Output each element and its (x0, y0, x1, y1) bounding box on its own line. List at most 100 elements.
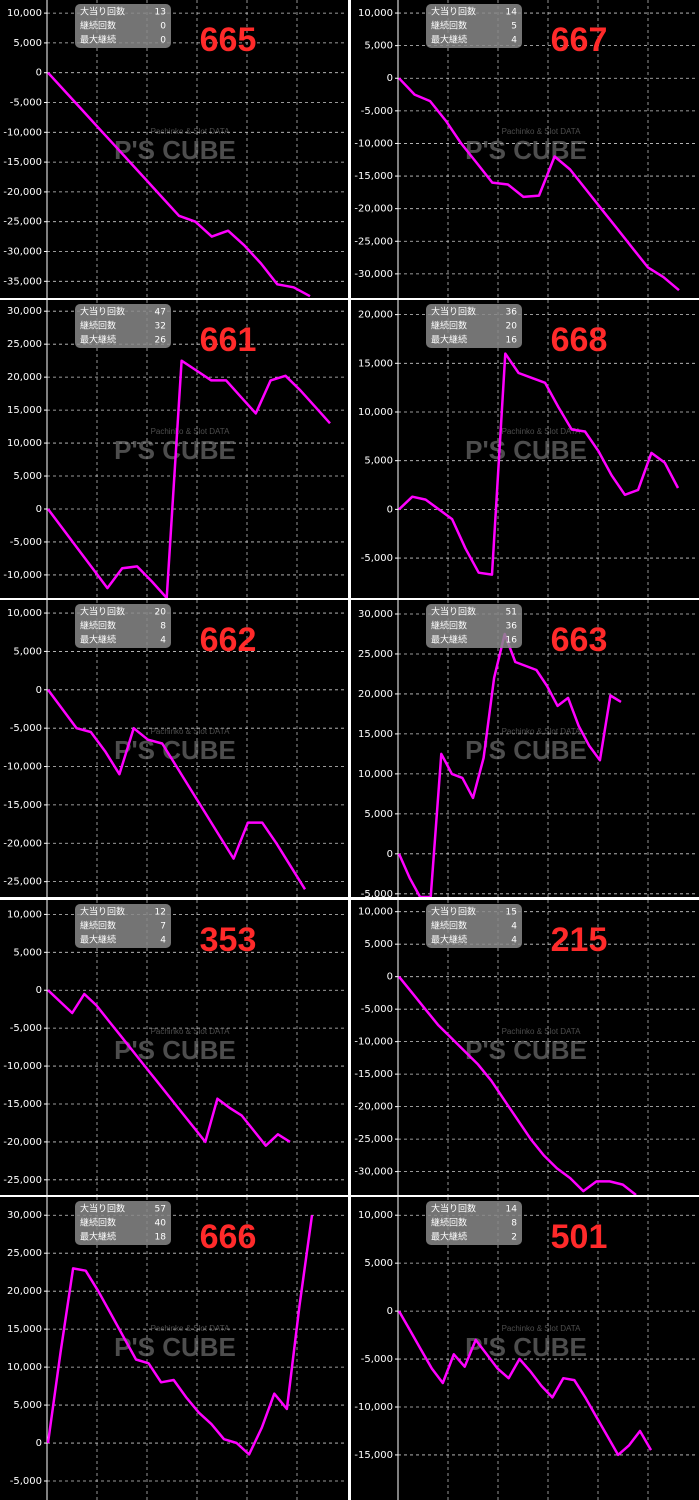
stat-value: 14 (506, 1205, 518, 1215)
y-tick-label: 20,000 (7, 372, 42, 383)
y-tick-label: -5,000 (10, 537, 42, 548)
y-tick-label: 5,000 (13, 38, 42, 49)
y-tick-label: 5,000 (364, 809, 393, 820)
watermark-brand: P'S CUBE (465, 1035, 587, 1065)
chart-title: 668 (551, 321, 608, 359)
y-tick-label: -10,000 (3, 127, 42, 138)
stat-label: 大当り回数 (80, 606, 125, 618)
stat-label: 最大継続 (80, 934, 116, 946)
panel-bg (0, 0, 348, 298)
stat-value: 0 (160, 22, 166, 32)
stat-value: 4 (160, 936, 166, 946)
stat-label: 最大継続 (431, 334, 467, 346)
watermark-tagline: Pachinko & Slot DATA (151, 427, 231, 436)
y-tick-label: -20,000 (3, 838, 42, 849)
stat-label: 継続回数 (80, 320, 116, 332)
y-tick-label: -15,000 (354, 171, 393, 182)
stat-value: 16 (506, 636, 518, 646)
chart-title: 215 (551, 921, 608, 959)
stats-box (75, 304, 171, 348)
y-tick-label: -10,000 (3, 762, 42, 773)
y-tick-label: 10,000 (7, 1362, 42, 1373)
stats-box (426, 4, 522, 48)
y-tick-label: 15,000 (358, 729, 393, 740)
y-tick-label: -25,000 (354, 1134, 393, 1145)
stat-value: 40 (155, 1219, 167, 1229)
stat-value: 4 (160, 636, 166, 646)
plot (47, 71, 311, 298)
watermark-tagline: Pachinko & Slot DATA (502, 127, 582, 136)
watermark-brand: P'S CUBE (114, 735, 236, 765)
watermark-brand: P'S CUBE (114, 1035, 236, 1065)
y-tick-label: 0 (36, 685, 42, 696)
y-tick-label: -10,000 (354, 138, 393, 149)
y-tick-label: 5,000 (13, 646, 42, 657)
y-tick-label: -5,000 (361, 106, 393, 117)
stat-label: 大当り回数 (80, 6, 125, 18)
chart-panel: 10,000 5,000 0 -5,000 -10,000 -15,000 -20,000 -… (0, 900, 348, 1195)
y-tick-label: 25,000 (7, 1248, 42, 1259)
y-tick-label: 20,000 (7, 1286, 42, 1297)
stat-value: 12 (155, 908, 166, 918)
y-tick-label: 10,000 (358, 8, 393, 19)
y-tick-label: 0 (36, 504, 42, 515)
y-tick-label: 10,000 (358, 907, 393, 918)
watermark-brand: P'S CUBE (465, 135, 587, 165)
y-tick-label: -15,000 (354, 1069, 393, 1080)
stat-value: 7 (160, 922, 166, 932)
panel-bg (0, 1197, 348, 1500)
stat-label: 継続回数 (431, 620, 467, 632)
y-tick-label: 0 (387, 1306, 393, 1317)
y-tick-label: -10,000 (3, 570, 42, 581)
stat-value: 18 (155, 1233, 167, 1243)
y-tick-label: 10,000 (358, 769, 393, 780)
stat-value: 5 (511, 22, 517, 32)
y-tick-label: -15,000 (3, 800, 42, 811)
y-tick-label: -15,000 (354, 1450, 393, 1461)
y-tick-label: -20,000 (354, 1102, 393, 1113)
data-line (46, 689, 307, 890)
y-tick-label: 10,000 (7, 438, 42, 449)
stat-label: 最大継続 (80, 334, 116, 346)
y-tick-label: 25,000 (358, 649, 393, 660)
stat-label: 継続回数 (431, 920, 467, 932)
y-tick-label: 30,000 (7, 306, 42, 317)
chart-panel: 10,000 5,000 0 -5,000 -10,000 -15,000 -20,000 -… (0, 600, 348, 897)
stat-value: 8 (160, 622, 166, 632)
stat-label: 大当り回数 (431, 1203, 476, 1215)
stat-label: 最大継続 (80, 634, 116, 646)
stats-box (426, 304, 522, 348)
chart-panel: 30,000 25,000 20,000 15,000 10,000 5,000 0 -5,0… (351, 600, 699, 900)
y-tick-label: 0 (36, 985, 42, 996)
y-tick-label: 5,000 (13, 471, 42, 482)
y-tick-label: -10,000 (3, 1061, 42, 1072)
y-tick-label: 10,000 (7, 909, 42, 920)
y-tick-label: -35,000 (3, 276, 42, 287)
stats-box (75, 904, 171, 948)
y-tick-label: 0 (36, 1438, 42, 1449)
y-tick-label: 0 (36, 68, 42, 79)
data-line (398, 352, 680, 576)
chart-panel: 30,000 25,000 20,000 15,000 10,000 5,000 0 -5,0… (0, 1197, 348, 1500)
watermark-tagline: Pachinko & Slot DATA (502, 727, 582, 736)
data-line (46, 1215, 314, 1456)
y-tick-label: 5,000 (364, 41, 393, 52)
y-tick-label: -20,000 (354, 204, 393, 215)
y-tick-label: 0 (387, 972, 393, 983)
data-line (46, 359, 331, 598)
stat-value: 4 (511, 922, 517, 932)
stat-value: 8 (511, 1219, 517, 1229)
stat-label: 継続回数 (431, 1217, 467, 1229)
y-tick-label: -25,000 (3, 217, 42, 228)
chart-title: 667 (551, 21, 608, 59)
stat-value: 13 (155, 8, 166, 18)
stat-value: 4 (511, 36, 517, 46)
y-tick-label: -15,000 (3, 157, 42, 168)
data-line (398, 975, 637, 1195)
y-tick-label: -5,000 (10, 723, 42, 734)
y-tick-label: -5,000 (10, 1023, 42, 1034)
chart-panel: 20,000 15,000 10,000 5,000 0 -5,000 Pachinko &… (351, 300, 699, 598)
stats-box (426, 604, 522, 648)
y-tick-label: -10,000 (354, 1402, 393, 1413)
y-tick-label: 30,000 (358, 609, 393, 620)
